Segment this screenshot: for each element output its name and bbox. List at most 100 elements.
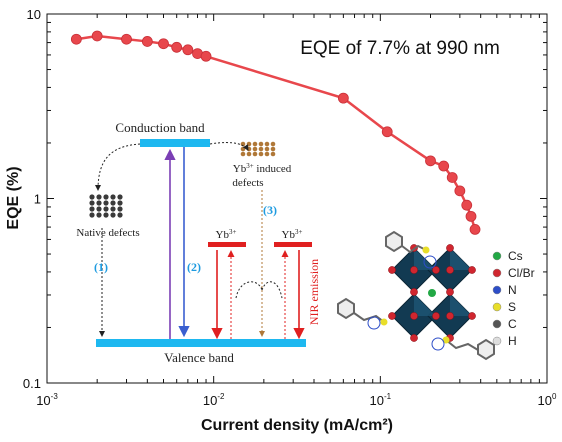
- yb-defects-dots: [240, 141, 276, 157]
- native-defect-dot: [103, 200, 109, 206]
- legend-label: Cl/Br: [508, 266, 535, 280]
- native-defects-dots: [89, 194, 123, 218]
- halide-atom: [468, 312, 476, 320]
- native-defect-dot: [110, 206, 116, 212]
- axis-ticks: [46, 13, 548, 384]
- yb-defect-dot: [270, 146, 276, 152]
- halide-atom: [468, 266, 476, 274]
- x-axis-title: Current density (mA/cm²): [201, 417, 393, 434]
- data-point: [438, 160, 450, 172]
- halide-atom: [410, 334, 418, 342]
- data-point: [200, 50, 212, 62]
- legend-swatch: [492, 302, 502, 312]
- halide-atoms: [388, 244, 476, 342]
- native-defect-dot: [96, 200, 102, 206]
- native-defect-dot: [117, 212, 123, 218]
- cb-to-native-arrow: [95, 143, 141, 191]
- yb-label-right: Yb3+: [282, 228, 303, 241]
- yb-defect-dot: [270, 151, 276, 157]
- yb-defects-label-line2: defects: [232, 177, 263, 189]
- data-point: [381, 126, 393, 138]
- legend-swatch: [492, 285, 502, 295]
- yb-defect-dot: [258, 151, 264, 157]
- yb-defects-label-line1: Yb3+ induced: [233, 162, 292, 175]
- x-tick-label: 10-2: [203, 392, 225, 408]
- halide-atom: [446, 288, 454, 296]
- native-defect-dot: [89, 200, 95, 206]
- eqe-annotation: EQE of 7.7% at 990 nm: [300, 38, 500, 59]
- native-defect-dot: [110, 194, 116, 200]
- yb-defect-dot: [252, 146, 258, 152]
- halide-atom: [446, 244, 454, 252]
- legend-label: S: [508, 300, 516, 314]
- legend-swatch: [492, 268, 502, 278]
- native-defect-dot: [103, 206, 109, 212]
- yb-defect-dot: [258, 146, 264, 152]
- data-point: [425, 155, 436, 167]
- legend-swatch: [492, 336, 502, 346]
- native-defect-dot: [103, 194, 109, 200]
- halide-atom: [432, 266, 440, 274]
- yb-defect-dot: [240, 151, 246, 157]
- data-point: [446, 172, 458, 183]
- nir-emission-label: NIR emission: [307, 259, 321, 325]
- band-diagram: Conduction band Valence band Native defe…: [76, 120, 321, 365]
- transfer-arc-left: [235, 281, 263, 299]
- data-point: [121, 33, 132, 45]
- yb-defect-dot: [264, 141, 270, 147]
- yb-defect-dot: [240, 146, 246, 152]
- data-point: [465, 210, 477, 222]
- yb-defect-dot: [246, 151, 252, 157]
- tick-labels: 10-3 10-2 10-1 100 10 1 0.1: [23, 7, 557, 408]
- halide-atom: [410, 288, 418, 296]
- conduction-band-label: Conduction band: [115, 120, 205, 135]
- native-defect-dot: [110, 212, 116, 218]
- yb-level-left: [208, 242, 246, 247]
- yb-defect-dot: [246, 141, 252, 147]
- halide-atom: [410, 312, 418, 320]
- n-atom-ring-3: [423, 255, 437, 269]
- y-tick-label: 10: [27, 7, 41, 22]
- native-defects-label: Native defects: [76, 227, 139, 239]
- data-point: [182, 44, 194, 56]
- process-label-3: (3): [263, 203, 277, 217]
- yb-defect-dot: [264, 151, 270, 157]
- yb-label-left: Yb3+: [216, 228, 237, 241]
- native-defect-dot: [89, 194, 95, 200]
- yb-defect-dot: [264, 146, 270, 152]
- legend-label: C: [508, 317, 517, 331]
- halide-atom: [446, 312, 454, 320]
- legend-swatch: [492, 319, 502, 329]
- y-tick-label: 1: [34, 192, 41, 207]
- data-point: [158, 38, 169, 50]
- yb-level-right: [274, 242, 312, 247]
- native-defect-dot: [89, 206, 95, 212]
- transfer-arc-right: [261, 281, 283, 299]
- halide-atom: [432, 312, 440, 320]
- legend-label: H: [508, 334, 517, 348]
- process-label-1: (1): [94, 260, 108, 274]
- y-tick-label: 0.1: [23, 376, 41, 391]
- native-defect-dot: [103, 212, 109, 218]
- conduction-band-bar: [140, 139, 210, 147]
- native-defect-dot: [96, 206, 102, 212]
- native-defect-dot: [117, 200, 123, 206]
- cs-atom: [428, 289, 436, 297]
- legend-swatch: [492, 251, 502, 261]
- data-point: [454, 185, 466, 197]
- data-point: [461, 199, 473, 211]
- data-point: [171, 41, 183, 53]
- y-axis-title: EQE (%): [5, 166, 22, 229]
- halide-atom: [410, 266, 418, 274]
- process-label-2: (2): [187, 260, 201, 274]
- native-defect-dot: [117, 206, 123, 212]
- halide-atom: [388, 266, 396, 274]
- yb-defect-dot: [270, 141, 276, 147]
- n-atom-ring-1: [367, 316, 381, 330]
- legend-label: N: [508, 283, 517, 297]
- native-defect-dot: [117, 194, 123, 200]
- native-defect-dot: [96, 212, 102, 218]
